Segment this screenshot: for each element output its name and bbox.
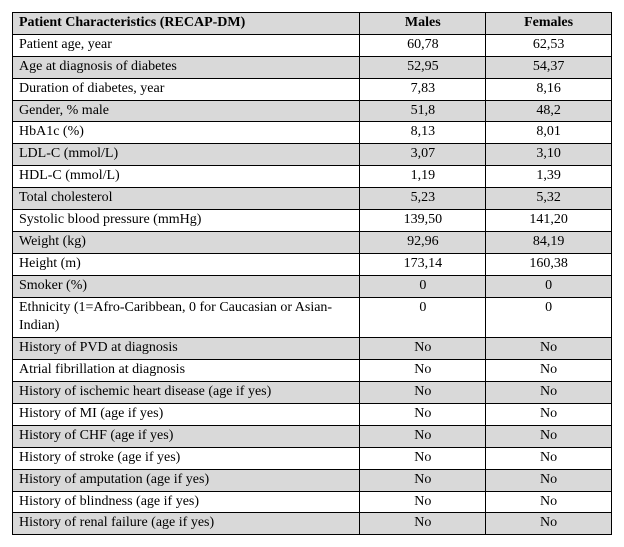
row-male-value: No xyxy=(360,469,486,491)
row-male-value: No xyxy=(360,491,486,513)
table-row: Systolic blood pressure (mmHg)139,50141,… xyxy=(13,210,612,232)
row-label: History of PVD at diagnosis xyxy=(13,338,360,360)
row-label: Systolic blood pressure (mmHg) xyxy=(13,210,360,232)
row-label: Weight (kg) xyxy=(13,231,360,253)
table-row: Duration of diabetes, year7,838,16 xyxy=(13,78,612,100)
header-males: Males xyxy=(360,13,486,35)
header-females: Females xyxy=(486,13,612,35)
table-header-row: Patient Characteristics (RECAP-DM) Males… xyxy=(13,13,612,35)
row-male-value: 3,07 xyxy=(360,144,486,166)
row-label: HDL-C (mmol/L) xyxy=(13,166,360,188)
row-female-value: No xyxy=(486,425,612,447)
table-row: History of blindness (age if yes)NoNo xyxy=(13,491,612,513)
patient-characteristics-table: Patient Characteristics (RECAP-DM) Males… xyxy=(12,12,612,535)
row-female-value: 0 xyxy=(486,275,612,297)
row-label: Duration of diabetes, year xyxy=(13,78,360,100)
row-male-value: No xyxy=(360,513,486,535)
row-label: History of CHF (age if yes) xyxy=(13,425,360,447)
table-row: History of amputation (age if yes)NoNo xyxy=(13,469,612,491)
table-row: History of ischemic heart disease (age i… xyxy=(13,382,612,404)
row-label: Smoker (%) xyxy=(13,275,360,297)
table-row: Total cholesterol5,235,32 xyxy=(13,188,612,210)
table-row: HbA1c (%)8,138,01 xyxy=(13,122,612,144)
row-male-value: 0 xyxy=(360,297,486,338)
row-label: Total cholesterol xyxy=(13,188,360,210)
row-label: History of stroke (age if yes) xyxy=(13,447,360,469)
row-label: Atrial fibrillation at diagnosis xyxy=(13,360,360,382)
table-row: Height (m)173,14160,38 xyxy=(13,253,612,275)
row-male-value: 5,23 xyxy=(360,188,486,210)
table-row: HDL-C (mmol/L)1,191,39 xyxy=(13,166,612,188)
table-row: History of MI (age if yes)NoNo xyxy=(13,404,612,426)
row-female-value: 141,20 xyxy=(486,210,612,232)
row-male-value: 139,50 xyxy=(360,210,486,232)
row-male-value: No xyxy=(360,382,486,404)
table-row: History of PVD at diagnosisNoNo xyxy=(13,338,612,360)
table-row: Weight (kg)92,9684,19 xyxy=(13,231,612,253)
table-row: History of stroke (age if yes)NoNo xyxy=(13,447,612,469)
row-label: Gender, % male xyxy=(13,100,360,122)
table-row: LDL-C (mmol/L)3,073,10 xyxy=(13,144,612,166)
row-female-value: 48,2 xyxy=(486,100,612,122)
row-label: HbA1c (%) xyxy=(13,122,360,144)
row-male-value: 7,83 xyxy=(360,78,486,100)
table-row: History of CHF (age if yes)NoNo xyxy=(13,425,612,447)
table-row: Ethnicity (1=Afro-Caribbean, 0 for Cauca… xyxy=(13,297,612,338)
row-label: LDL-C (mmol/L) xyxy=(13,144,360,166)
table-row: Atrial fibrillation at diagnosisNoNo xyxy=(13,360,612,382)
row-label: History of MI (age if yes) xyxy=(13,404,360,426)
row-male-value: 51,8 xyxy=(360,100,486,122)
row-label: Height (m) xyxy=(13,253,360,275)
row-female-value: 5,32 xyxy=(486,188,612,210)
row-male-value: No xyxy=(360,404,486,426)
row-female-value: 3,10 xyxy=(486,144,612,166)
row-female-value: No xyxy=(486,513,612,535)
table-row: History of renal failure (age if yes)NoN… xyxy=(13,513,612,535)
row-female-value: 8,01 xyxy=(486,122,612,144)
header-label: Patient Characteristics (RECAP-DM) xyxy=(13,13,360,35)
row-label: Patient age, year xyxy=(13,34,360,56)
row-label: History of ischemic heart disease (age i… xyxy=(13,382,360,404)
table-body: Patient age, year60,7862,53Age at diagno… xyxy=(13,34,612,534)
row-female-value: 1,39 xyxy=(486,166,612,188)
row-male-value: 1,19 xyxy=(360,166,486,188)
row-female-value: No xyxy=(486,360,612,382)
row-male-value: 92,96 xyxy=(360,231,486,253)
row-female-value: No xyxy=(486,469,612,491)
row-female-value: 54,37 xyxy=(486,56,612,78)
row-male-value: 52,95 xyxy=(360,56,486,78)
table-row: Gender, % male51,848,2 xyxy=(13,100,612,122)
row-male-value: 173,14 xyxy=(360,253,486,275)
row-female-value: 8,16 xyxy=(486,78,612,100)
table-row: Age at diagnosis of diabetes52,9554,37 xyxy=(13,56,612,78)
row-male-value: No xyxy=(360,360,486,382)
row-female-value: 0 xyxy=(486,297,612,338)
row-female-value: No xyxy=(486,447,612,469)
row-label: History of blindness (age if yes) xyxy=(13,491,360,513)
row-male-value: No xyxy=(360,447,486,469)
table-row: Smoker (%)00 xyxy=(13,275,612,297)
row-female-value: 62,53 xyxy=(486,34,612,56)
row-male-value: 8,13 xyxy=(360,122,486,144)
table-row: Patient age, year60,7862,53 xyxy=(13,34,612,56)
row-label: Age at diagnosis of diabetes xyxy=(13,56,360,78)
row-female-value: No xyxy=(486,404,612,426)
row-label: History of amputation (age if yes) xyxy=(13,469,360,491)
row-female-value: No xyxy=(486,491,612,513)
row-label: History of renal failure (age if yes) xyxy=(13,513,360,535)
row-male-value: 0 xyxy=(360,275,486,297)
row-female-value: 160,38 xyxy=(486,253,612,275)
row-male-value: No xyxy=(360,338,486,360)
row-female-value: No xyxy=(486,338,612,360)
row-female-value: 84,19 xyxy=(486,231,612,253)
row-male-value: No xyxy=(360,425,486,447)
row-male-value: 60,78 xyxy=(360,34,486,56)
row-female-value: No xyxy=(486,382,612,404)
row-label: Ethnicity (1=Afro-Caribbean, 0 for Cauca… xyxy=(13,297,360,338)
